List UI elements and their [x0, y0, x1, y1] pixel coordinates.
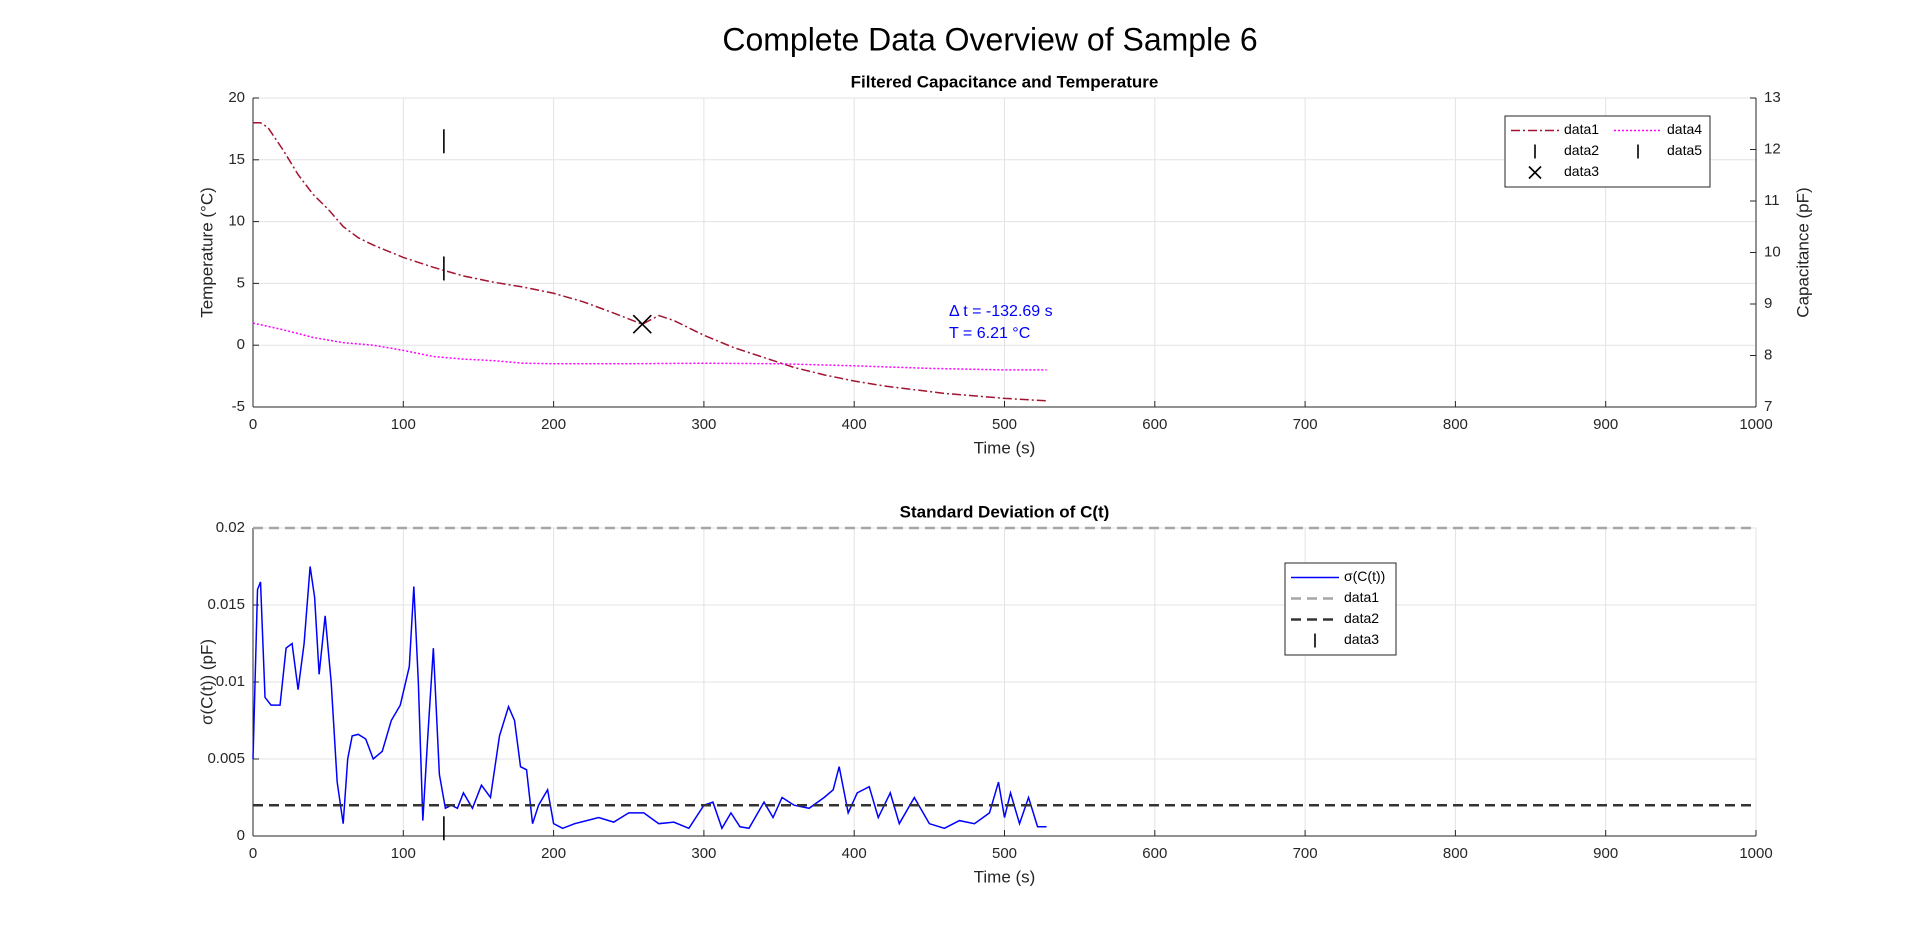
y2-tick-label: 11: [1764, 192, 1780, 209]
x-tick-label: 200: [541, 845, 566, 862]
annotation: T = 6.21 °C: [949, 325, 1030, 342]
marker: [632, 314, 652, 334]
chart-title: Filtered Capacitance and Temperature: [851, 72, 1159, 91]
x-tick-label: 700: [1293, 416, 1318, 433]
y-axis-label: σ(C(t)) (pF): [197, 639, 216, 725]
x-tick-label: 500: [992, 845, 1017, 862]
legend-swatch: [1528, 165, 1542, 180]
y-tick-label: 0.02: [216, 519, 245, 536]
x-tick-label: 900: [1593, 845, 1618, 862]
x-tick-label: 500: [992, 416, 1017, 433]
legend-label: data3: [1564, 163, 1599, 179]
legend-label: data1: [1344, 589, 1379, 605]
y-tick-label: 0.005: [207, 750, 245, 767]
y2-tick-label: 7: [1764, 398, 1772, 415]
legend-box: [1504, 115, 1711, 188]
x-tick-label: 1000: [1739, 416, 1772, 433]
x-tick-label: 300: [691, 845, 716, 862]
y2-tick-label: 13: [1764, 89, 1781, 106]
chart-title: Standard Deviation of C(t): [900, 502, 1110, 521]
x-tick-label: 100: [391, 416, 416, 433]
legend-label: data1: [1564, 121, 1599, 137]
y2-tick-label: 12: [1764, 140, 1781, 157]
series-line: [252, 566, 1047, 831]
legend-box: [1284, 562, 1397, 656]
y-tick-label: 20: [228, 89, 245, 106]
annotation: Δ t = -132.69 s: [949, 303, 1053, 320]
legend-label: data2: [1344, 610, 1379, 626]
figure-title: Complete Data Overview of Sample 6: [722, 21, 1257, 57]
x-axis-label: Time (s): [974, 867, 1036, 886]
x-tick-label: 100: [391, 845, 416, 862]
x-tick-label: 400: [842, 845, 867, 862]
legend-label: data3: [1344, 631, 1379, 647]
y2-tick-label: 10: [1764, 243, 1781, 260]
legend-label: data4: [1667, 121, 1702, 137]
legend-label: data5: [1667, 142, 1702, 158]
x-tick-label: 600: [1142, 845, 1167, 862]
x-tick-label: 600: [1142, 416, 1167, 433]
x-tick-label: 200: [541, 416, 566, 433]
y-tick-label: -5: [232, 398, 245, 415]
y-tick-label: 5: [237, 274, 245, 291]
y2-tick-label: 8: [1764, 346, 1772, 363]
y-tick-label: 0: [237, 336, 245, 353]
y2-axis-label: Capacitance (pF): [1793, 187, 1812, 317]
x-tick-label: 1000: [1739, 845, 1772, 862]
x-tick-label: 900: [1593, 416, 1618, 433]
x-tick-label: 700: [1293, 845, 1318, 862]
x-tick-label: 800: [1443, 416, 1468, 433]
series-line: [253, 121, 1047, 402]
x-axis-label: Time (s): [974, 438, 1036, 457]
y-tick-label: 15: [228, 151, 245, 168]
y-tick-label: 0.01: [216, 673, 245, 690]
y-tick-label: 10: [228, 213, 245, 230]
series-line: [252, 322, 1047, 371]
x-tick-label: 300: [691, 416, 716, 433]
y2-tick-label: 9: [1764, 295, 1772, 312]
legend-label: σ(C(t)): [1344, 568, 1385, 584]
x-tick-label: 400: [842, 416, 867, 433]
y-tick-label: 0.015: [207, 596, 245, 613]
x-tick-label: 0: [249, 416, 257, 433]
x-tick-label: 0: [249, 845, 257, 862]
legend-label: data2: [1564, 142, 1599, 158]
y-axis-label: Temperature (°C): [197, 187, 216, 318]
x-tick-label: 800: [1443, 845, 1468, 862]
y-tick-label: 0: [237, 827, 245, 844]
